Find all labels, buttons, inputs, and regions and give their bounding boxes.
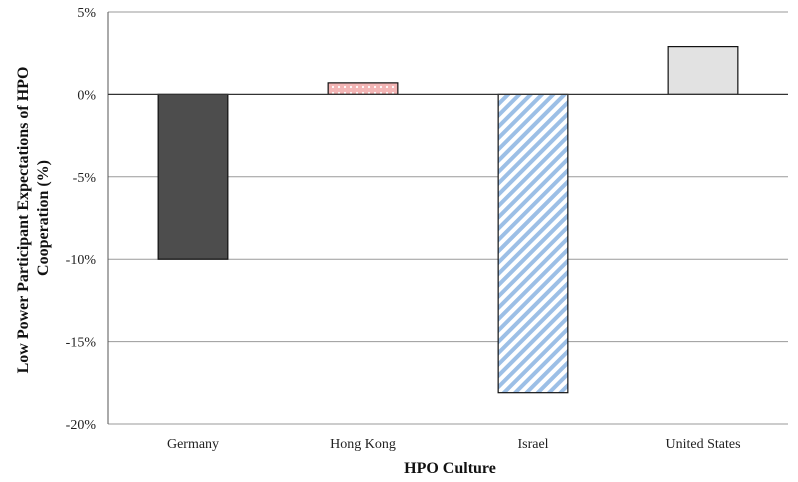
y-tick-label: -5%: [73, 171, 97, 186]
bar-germany: [157, 93, 229, 260]
y-axis-title-line-2: Cooperation (%): [35, 160, 52, 276]
y-tick-label: -15%: [66, 336, 97, 351]
bar-israel: [497, 93, 569, 394]
y-tick-label: 5%: [77, 6, 96, 21]
x-tick-label-germany: Germany: [167, 437, 219, 452]
x-tick-label-hong-kong: Hong Kong: [330, 437, 396, 452]
y-axis-title: Low Power Participant Expectations of HP…: [15, 63, 52, 374]
x-category-labels: Germany Hong Kong Israel United States: [167, 437, 741, 452]
y-tick-label: -20%: [66, 418, 97, 433]
bar-united-states: [667, 46, 739, 96]
y-axis-title-line-1: Low Power Participant Expectations of HP…: [15, 67, 32, 374]
bars: [157, 46, 739, 394]
y-tick-label: 0%: [77, 88, 96, 103]
x-tick-label-united-states: United States: [665, 437, 740, 452]
bar-hong-kong: [327, 82, 399, 95]
x-axis-title: HPO Culture: [404, 460, 496, 477]
x-tick-label-israel: Israel: [517, 437, 548, 452]
y-tick-labels: 5% 0% -5% -10% -15% -20%: [66, 6, 97, 433]
y-tick-label: -10%: [66, 253, 97, 268]
